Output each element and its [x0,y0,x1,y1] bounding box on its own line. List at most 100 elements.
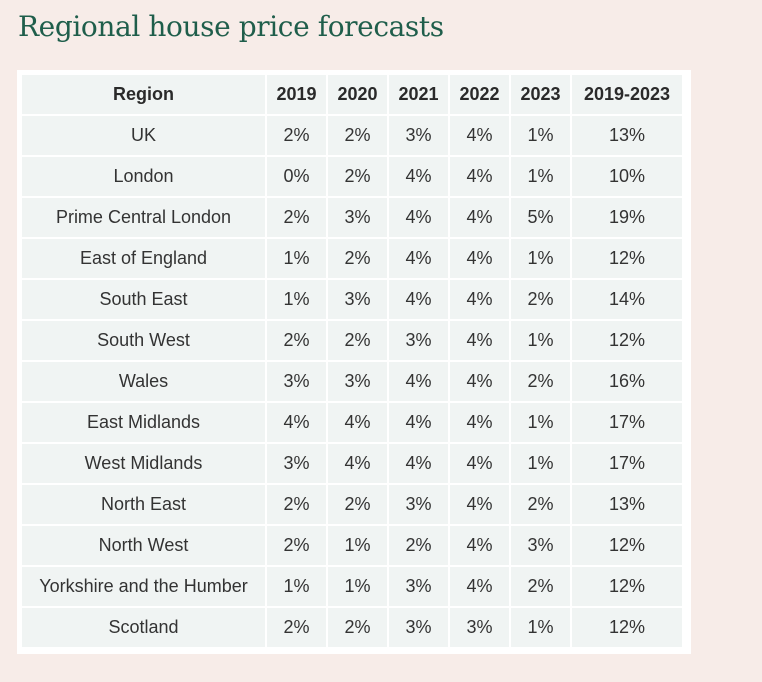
cell-region: London [22,157,265,196]
cell-2019: 4% [267,403,326,442]
cell-2023: 1% [511,444,570,483]
cell-region: East of England [22,239,265,278]
cell-2021: 3% [389,608,448,647]
cell-2021: 4% [389,157,448,196]
cell-2020: 2% [328,239,387,278]
table-header: Region 2019 2020 2021 2022 2023 2019-202… [22,75,682,114]
cell-region: East Midlands [22,403,265,442]
cell-2021: 4% [389,239,448,278]
table-row: West Midlands 3% 4% 4% 4% 1% 17% [22,444,682,483]
table-row: South East 1% 3% 4% 4% 2% 14% [22,280,682,319]
table-row: Yorkshire and the Humber 1% 1% 3% 4% 2% 12% [22,567,682,606]
cell-2021: 4% [389,403,448,442]
page-title: Regional house price forecasts [18,10,444,43]
cell-2019-2023: 12% [572,321,682,360]
cell-2019-2023: 19% [572,198,682,237]
cell-2022: 4% [450,321,509,360]
table-row: North East 2% 2% 3% 4% 2% 13% [22,485,682,524]
cell-2022: 4% [450,157,509,196]
cell-2021: 3% [389,567,448,606]
table-row: East of England 1% 2% 4% 4% 1% 12% [22,239,682,278]
cell-2021: 3% [389,116,448,155]
cell-2019-2023: 17% [572,403,682,442]
cell-2019: 2% [267,608,326,647]
table-body: UK 2% 2% 3% 4% 1% 13% London 0% 2% 4% 4% 1% 10% Prime … [22,116,682,647]
cell-region: Yorkshire and the Humber [22,567,265,606]
cell-region: South East [22,280,265,319]
cell-2022: 4% [450,198,509,237]
cell-2020: 2% [328,116,387,155]
table-row: Prime Central London 2% 3% 4% 4% 5% 19% [22,198,682,237]
cell-2023: 2% [511,567,570,606]
cell-2023: 1% [511,157,570,196]
cell-2019: 2% [267,526,326,565]
cell-2021: 3% [389,485,448,524]
cell-2019: 1% [267,280,326,319]
cell-2020: 2% [328,321,387,360]
cell-2022: 4% [450,403,509,442]
header-row: Region 2019 2020 2021 2022 2023 2019-202… [22,75,682,114]
cell-region: Prime Central London [22,198,265,237]
header-cell-2021: 2021 [389,75,448,114]
cell-2022: 4% [450,485,509,524]
cell-2022: 3% [450,608,509,647]
cell-2023: 1% [511,239,570,278]
forecast-table-container: Region 2019 2020 2021 2022 2023 2019-202… [17,70,691,654]
cell-2021: 2% [389,526,448,565]
cell-2019-2023: 17% [572,444,682,483]
cell-region: West Midlands [22,444,265,483]
header-cell-2022: 2022 [450,75,509,114]
table-row: North West 2% 1% 2% 4% 3% 12% [22,526,682,565]
cell-2023: 1% [511,116,570,155]
cell-2022: 4% [450,444,509,483]
cell-2019-2023: 14% [572,280,682,319]
cell-2023: 1% [511,403,570,442]
forecast-table: Region 2019 2020 2021 2022 2023 2019-202… [20,73,684,649]
cell-2020: 1% [328,567,387,606]
cell-2019: 1% [267,239,326,278]
cell-region: Scotland [22,608,265,647]
cell-2022: 4% [450,116,509,155]
cell-2019-2023: 13% [572,116,682,155]
cell-2023: 2% [511,485,570,524]
cell-2019-2023: 12% [572,239,682,278]
cell-2019: 0% [267,157,326,196]
cell-2019-2023: 16% [572,362,682,401]
table-row: South West 2% 2% 3% 4% 1% 12% [22,321,682,360]
header-cell-region: Region [22,75,265,114]
cell-2019-2023: 12% [572,526,682,565]
header-cell-2019-2023: 2019-2023 [572,75,682,114]
cell-2020: 3% [328,362,387,401]
cell-2020: 1% [328,526,387,565]
cell-2020: 2% [328,608,387,647]
cell-2023: 1% [511,321,570,360]
cell-2019: 3% [267,444,326,483]
cell-2020: 4% [328,444,387,483]
cell-2022: 4% [450,526,509,565]
cell-2021: 4% [389,444,448,483]
table-row: Scotland 2% 2% 3% 3% 1% 12% [22,608,682,647]
cell-2019: 2% [267,198,326,237]
cell-2021: 4% [389,362,448,401]
cell-2021: 4% [389,198,448,237]
cell-region: UK [22,116,265,155]
cell-2019: 2% [267,116,326,155]
cell-2019: 2% [267,485,326,524]
cell-2019-2023: 12% [572,608,682,647]
cell-2019: 3% [267,362,326,401]
cell-2020: 2% [328,485,387,524]
header-cell-2019: 2019 [267,75,326,114]
cell-2019: 2% [267,321,326,360]
cell-2022: 4% [450,362,509,401]
cell-2020: 4% [328,403,387,442]
cell-2021: 4% [389,280,448,319]
cell-2023: 3% [511,526,570,565]
cell-2020: 3% [328,280,387,319]
cell-region: North West [22,526,265,565]
cell-2019-2023: 10% [572,157,682,196]
header-cell-2020: 2020 [328,75,387,114]
cell-2019-2023: 13% [572,485,682,524]
cell-2020: 2% [328,157,387,196]
cell-region: Wales [22,362,265,401]
